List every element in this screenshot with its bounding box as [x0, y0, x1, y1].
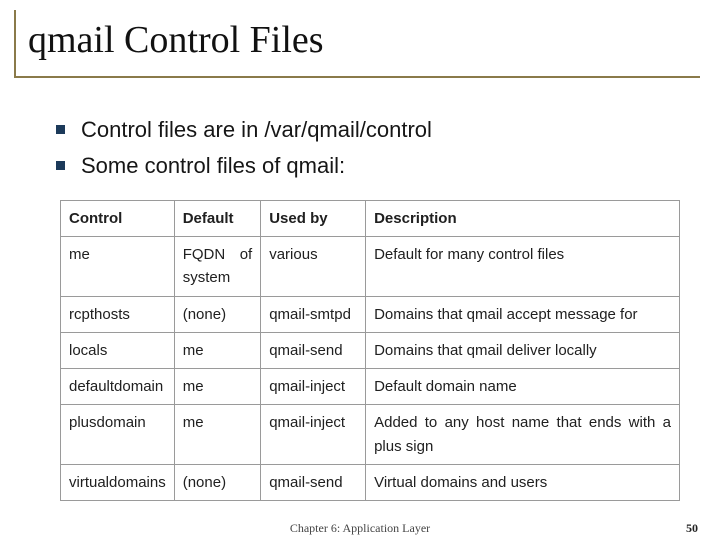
table-row: virtualdomains (none) qmail-send Virtual… [61, 464, 680, 500]
cell-description: Domains that qmail accept message for [366, 296, 680, 332]
cell-default: (none) [174, 464, 261, 500]
cell-default: me [174, 369, 261, 405]
table-row: rcpthosts (none) qmail-smtpd Domains tha… [61, 296, 680, 332]
cell-description: Added to any host name that ends with a … [366, 405, 680, 465]
cell-default: me [174, 405, 261, 465]
cell-control: locals [61, 332, 175, 368]
bullet-text: Control files are in /var/qmail/control [81, 114, 432, 146]
control-files-table: Control Default Used by Description me F… [60, 200, 680, 501]
column-header-default: Default [174, 200, 261, 236]
column-header-description: Description [366, 200, 680, 236]
page-title: qmail Control Files [28, 18, 700, 62]
cell-control: rcpthosts [61, 296, 175, 332]
cell-usedby: various [261, 237, 366, 297]
cell-control: me [61, 237, 175, 297]
cell-usedby: qmail-inject [261, 369, 366, 405]
title-container: qmail Control Files [14, 10, 700, 78]
column-header-control: Control [61, 200, 175, 236]
cell-description: Default domain name [366, 369, 680, 405]
cell-default: (none) [174, 296, 261, 332]
bullet-text: Some control files of qmail: [81, 150, 345, 182]
cell-usedby: qmail-send [261, 464, 366, 500]
list-item: Some control files of qmail: [56, 150, 720, 182]
cell-default: me [174, 332, 261, 368]
table-row: defaultdomain me qmail-inject Default do… [61, 369, 680, 405]
cell-default: FQDN of system [174, 237, 261, 297]
list-item: Control files are in /var/qmail/control [56, 114, 720, 146]
footer-text: Chapter 6: Application Layer [0, 521, 720, 536]
bullet-icon [56, 161, 65, 170]
table-row: me FQDN of system various Default for ma… [61, 237, 680, 297]
bullet-icon [56, 125, 65, 134]
cell-description: Default for many control files [366, 237, 680, 297]
cell-description: Domains that qmail deliver locally [366, 332, 680, 368]
slide: qmail Control Files Control files are in… [0, 10, 720, 550]
bullet-list: Control files are in /var/qmail/control … [56, 114, 720, 182]
page-number: 50 [686, 521, 698, 536]
table-header-row: Control Default Used by Description [61, 200, 680, 236]
cell-usedby: qmail-send [261, 332, 366, 368]
table-row: plusdomain me qmail-inject Added to any … [61, 405, 680, 465]
cell-control: virtualdomains [61, 464, 175, 500]
column-header-usedby: Used by [261, 200, 366, 236]
cell-usedby: qmail-inject [261, 405, 366, 465]
control-files-table-container: Control Default Used by Description me F… [60, 200, 680, 501]
cell-usedby: qmail-smtpd [261, 296, 366, 332]
cell-control: plusdomain [61, 405, 175, 465]
table-row: locals me qmail-send Domains that qmail … [61, 332, 680, 368]
cell-description: Virtual domains and users [366, 464, 680, 500]
cell-control: defaultdomain [61, 369, 175, 405]
